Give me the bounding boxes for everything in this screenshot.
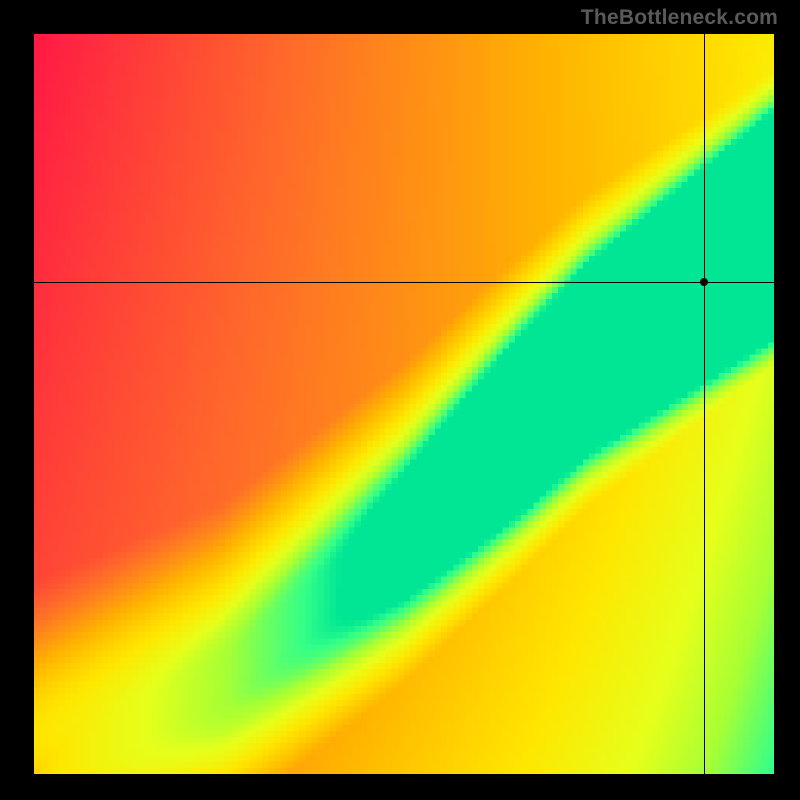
heatmap-canvas	[34, 34, 774, 774]
heatmap-plot-area	[34, 34, 774, 774]
crosshair-marker-dot	[700, 278, 708, 286]
watermark-text: TheBottleneck.com	[581, 6, 778, 30]
crosshair-vertical-line	[704, 34, 705, 774]
crosshair-horizontal-line	[34, 282, 774, 283]
